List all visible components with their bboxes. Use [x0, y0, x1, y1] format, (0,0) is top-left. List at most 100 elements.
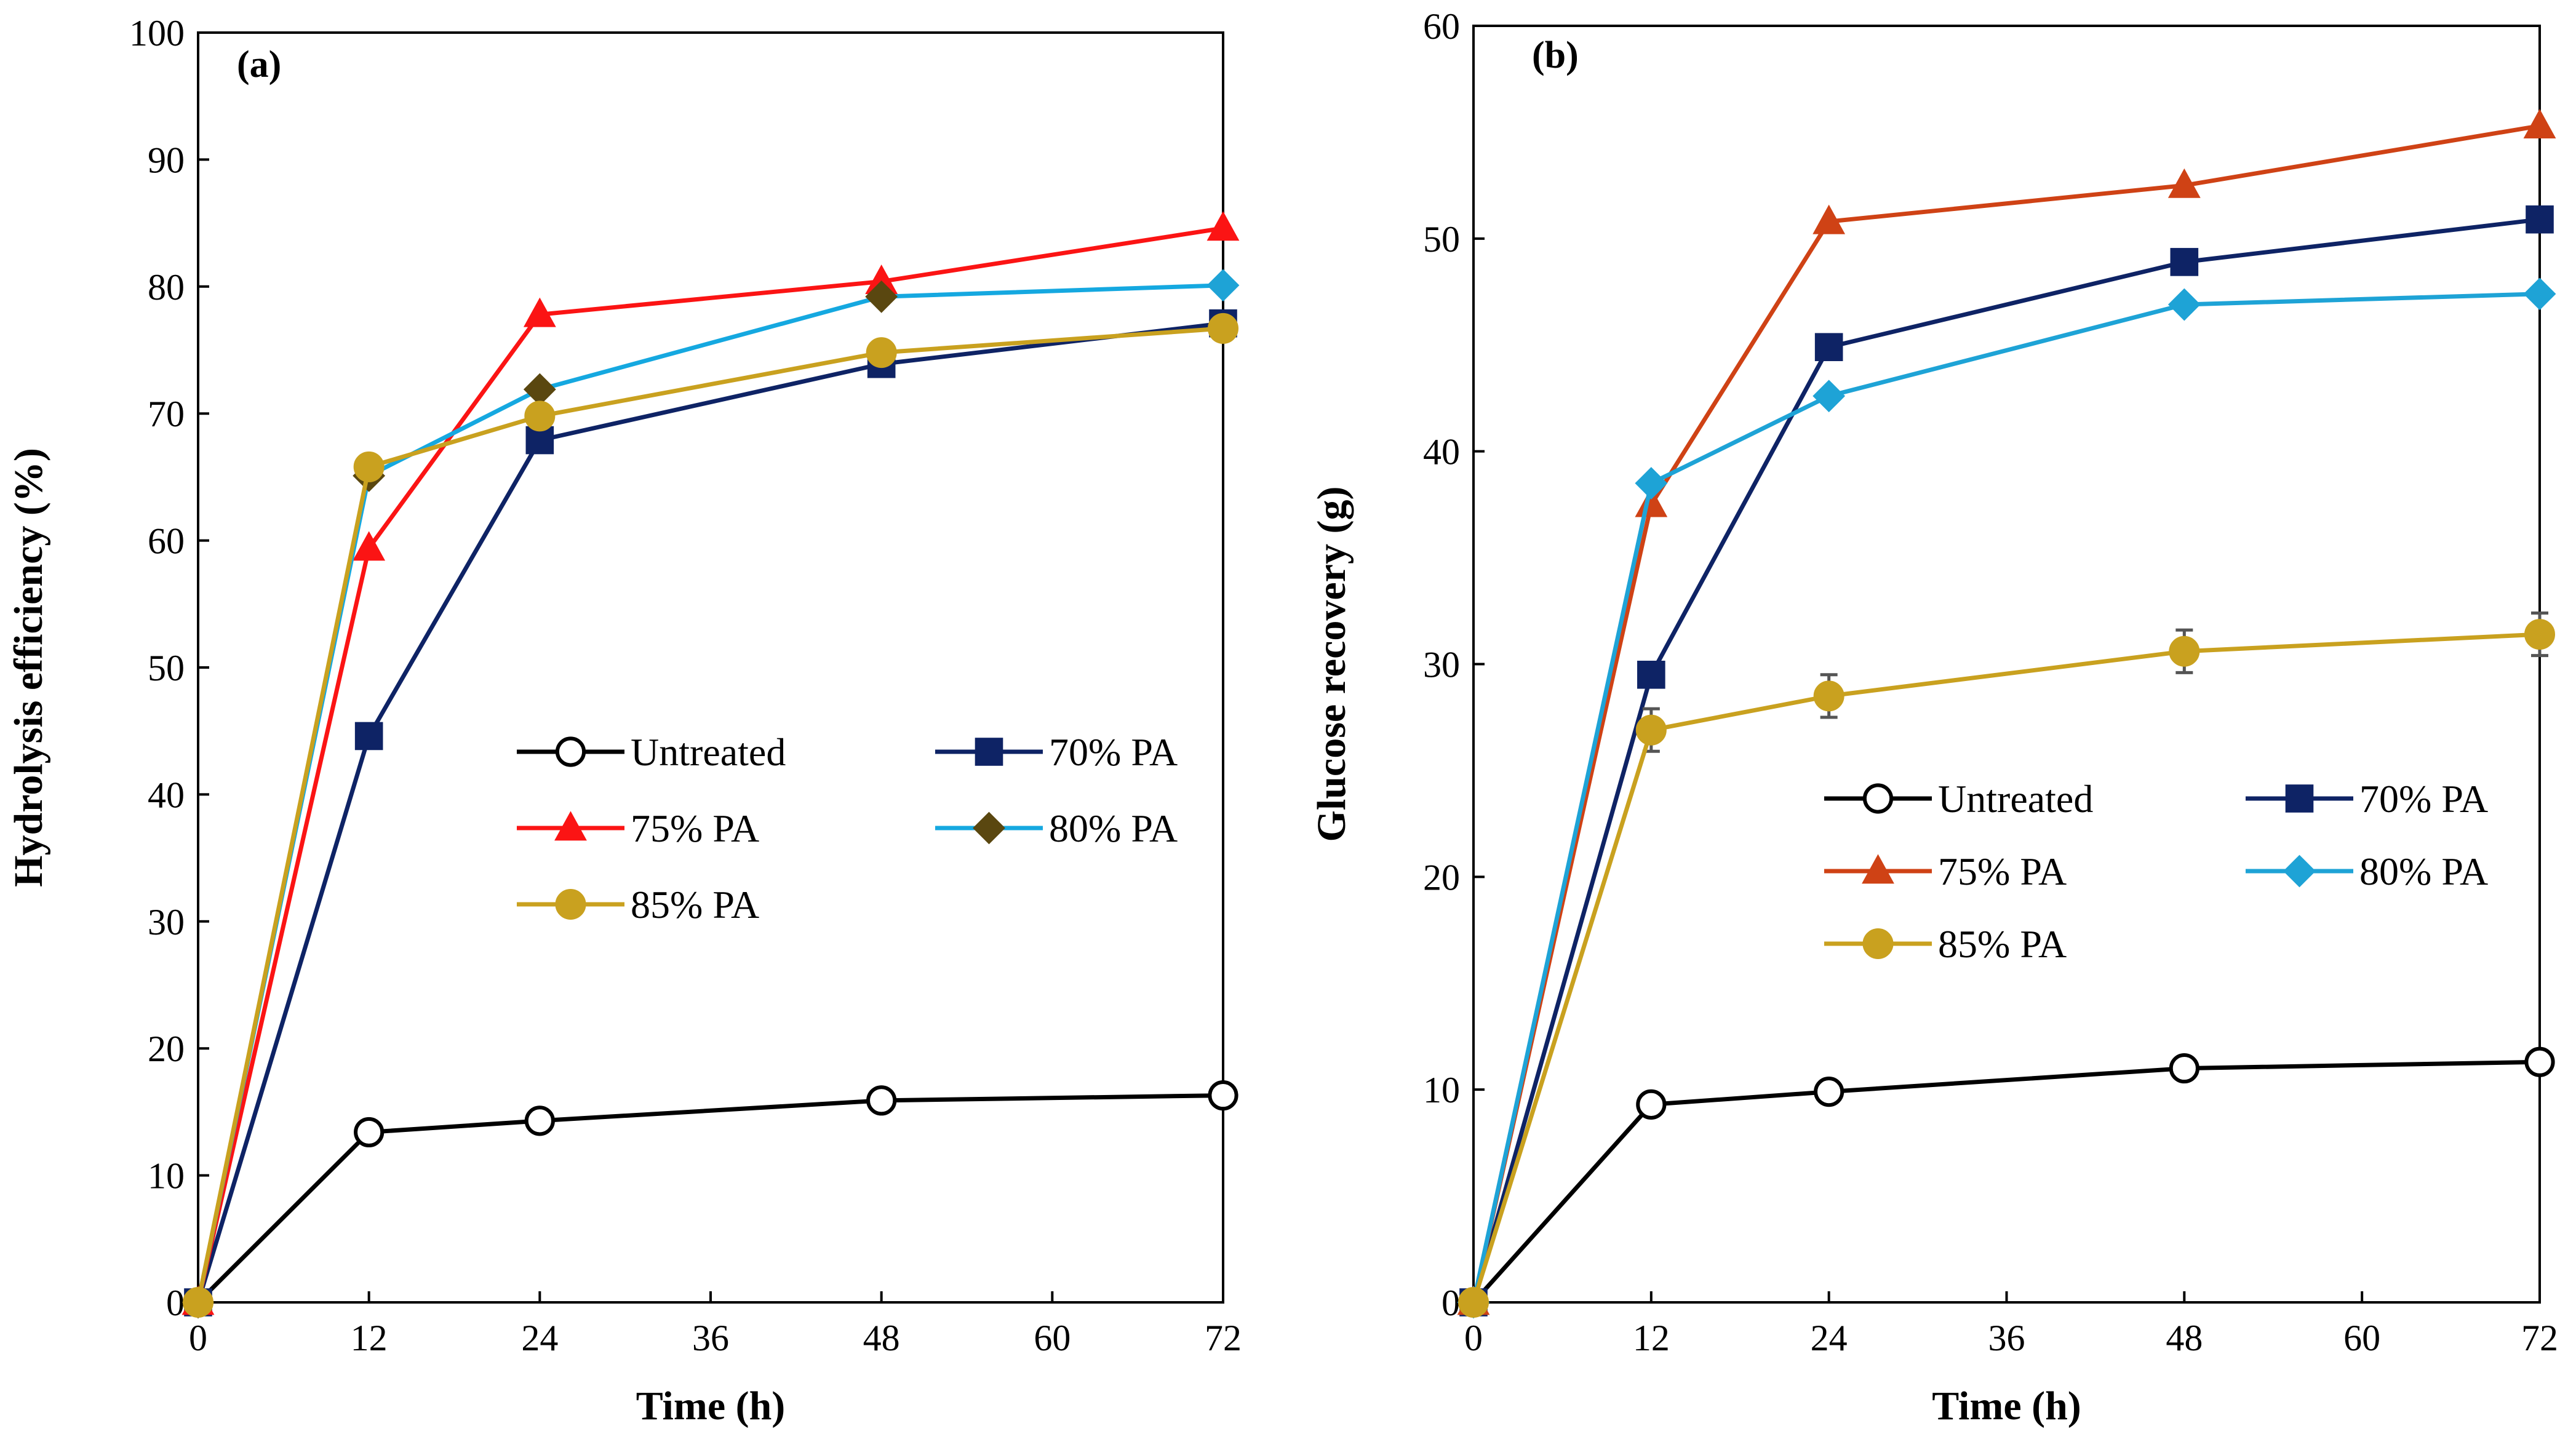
legend-item-85-pa: 85% PA	[517, 883, 759, 926]
y-axis-label: Hydrolysis efficiency (%)	[6, 448, 51, 887]
series-line-untreated	[1472, 1059, 2540, 1304]
y-tick-label: 40	[148, 775, 185, 815]
y-tick-label: 40	[1423, 432, 1460, 472]
data-point	[1635, 467, 1668, 500]
legend-item-85-pa: 85% PA	[1824, 922, 2067, 966]
legend-label: 85% PA	[1938, 922, 2067, 966]
y-tick-label: 30	[1423, 645, 1460, 685]
series-70-pa	[1459, 205, 2554, 1317]
legend-label: 80% PA	[2359, 850, 2488, 893]
data-point	[524, 1105, 555, 1136]
data-point	[523, 373, 556, 406]
legend-marker	[554, 811, 587, 841]
x-tick-label: 48	[2166, 1318, 2203, 1358]
x-axis-label: Time (h)	[1932, 1384, 2081, 1428]
x-tick-label: 72	[2521, 1318, 2558, 1358]
legend-marker	[1862, 783, 1894, 814]
chart-panel-a: 0 12 24 36 48 60 72 0 10 20 30 40 50 60 70 80 90 100 Time …	[6, 13, 1242, 1428]
legend-item-70-pa: 70% PA	[935, 730, 1178, 774]
x-tick-label: 36	[692, 1318, 729, 1358]
data-point	[2167, 168, 2201, 198]
x-tick-label: 60	[2343, 1318, 2380, 1358]
data-point	[2169, 635, 2200, 667]
legend-marker	[2285, 784, 2314, 813]
y-tick-label: 60	[1423, 6, 1460, 47]
panel-label: (b)	[1532, 34, 1579, 76]
data-point	[524, 400, 556, 432]
data-point	[1206, 269, 1240, 302]
y-tick-label: 70	[148, 394, 185, 434]
y-axis-label: Glucose recovery (g)	[1309, 487, 1354, 842]
y-tick-label: 0	[1442, 1283, 1460, 1323]
legend-item-80-pa: 80% PA	[2246, 850, 2488, 893]
y-tick-label: 60	[148, 521, 185, 562]
data-point	[865, 264, 898, 294]
data-point	[1637, 660, 1665, 689]
legend-label: 80% PA	[1049, 807, 1178, 850]
y-tick-label: 20	[148, 1029, 185, 1069]
legend-marker	[1862, 928, 1894, 959]
y-tick-label: 90	[148, 140, 185, 180]
x-tick-label: 36	[1988, 1318, 2025, 1358]
data-point	[354, 1117, 385, 1148]
data-point	[354, 722, 383, 751]
legend: Untreated 70% PA 75% PA 80% PA 85% PA	[1824, 777, 2488, 966]
data-point	[2523, 108, 2556, 138]
legend-label: 85% PA	[631, 883, 759, 926]
series-untreated	[1458, 1046, 2555, 1318]
data-point	[1635, 714, 1667, 746]
y-tick-label: 30	[148, 902, 185, 942]
data-point	[2167, 288, 2201, 321]
data-point	[523, 297, 556, 327]
legend-label: Untreated	[631, 730, 786, 774]
legend-marker	[975, 738, 1003, 766]
data-point	[1636, 1089, 1667, 1120]
x-tick-label: 0	[1464, 1318, 1483, 1358]
y-tick-label: 10	[148, 1156, 185, 1197]
data-point	[1812, 380, 1846, 413]
data-point	[353, 531, 386, 561]
plot-frame	[1472, 25, 2541, 1304]
y-tick-label: 10	[1423, 1070, 1460, 1110]
legend-item-75-pa: 75% PA	[1824, 850, 2067, 893]
x-tick-label: 72	[1205, 1318, 1242, 1358]
x-tick-label: 12	[351, 1318, 388, 1358]
legend: Untreated 70% PA 75% PA 80% PA 85% PA	[517, 730, 1178, 926]
legend-label: 70% PA	[2359, 777, 2488, 821]
series-line-70-pa	[1471, 217, 2540, 1303]
data-point	[1635, 487, 1668, 517]
chart-panel-b: 0 12 24 36 48 60 72 0 10 20 30 40 50 60 Time (h) Glucos…	[1309, 6, 2558, 1428]
legend-label: 75% PA	[631, 807, 759, 850]
data-point	[865, 280, 898, 313]
y-tick-label: 50	[1423, 219, 1460, 260]
data-point	[1208, 313, 1238, 344]
legend-marker	[1862, 854, 1894, 884]
data-point	[2524, 1046, 2555, 1077]
series-85-pa	[183, 313, 1238, 1318]
data-point	[2523, 277, 2556, 311]
series-85-pa	[1458, 611, 2555, 1318]
legend-label: 70% PA	[1049, 730, 1178, 774]
data-point	[1814, 1077, 1844, 1107]
data-point	[1813, 680, 1844, 712]
x-tick-label: 24	[521, 1318, 558, 1358]
data-point	[866, 337, 897, 368]
data-point	[1206, 211, 1240, 241]
data-point	[353, 451, 385, 482]
y-tick-label: 20	[1423, 857, 1460, 898]
legend-item-75-pa: 75% PA	[517, 807, 759, 850]
data-point	[1458, 1287, 1489, 1318]
panel-label: (a)	[237, 44, 281, 86]
legend-marker	[555, 736, 586, 767]
legend-label: 75% PA	[1938, 850, 2067, 893]
series-75-pa	[1457, 108, 2556, 1315]
series-untreated	[183, 1080, 1238, 1318]
data-point	[1812, 204, 1846, 234]
y-tick-label: 100	[129, 13, 185, 54]
data-point	[2170, 248, 2199, 276]
data-point	[2169, 1053, 2199, 1084]
data-point	[2526, 205, 2554, 234]
x-axis-label: Time (h)	[636, 1384, 786, 1428]
x-tick-label: 48	[863, 1318, 900, 1358]
y-tick-label: 0	[166, 1283, 185, 1323]
